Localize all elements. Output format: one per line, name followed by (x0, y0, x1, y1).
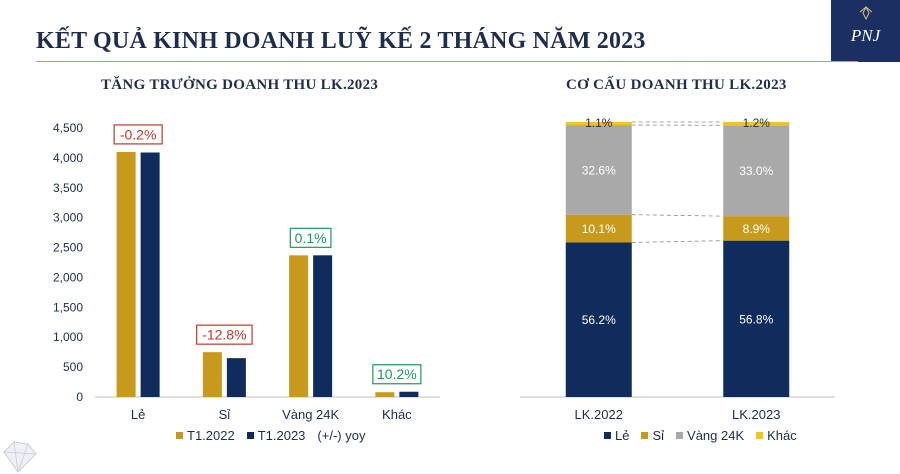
y-tick-label: 1,000 (53, 330, 83, 344)
bar-t2023 (140, 152, 160, 397)
legend-item-le: Lẻ (604, 428, 629, 443)
y-tick-label: 2,000 (53, 270, 83, 284)
legend-label: T1.2023 (257, 428, 306, 443)
yoy-label: -0.2% (120, 126, 157, 142)
yoy-label-box (196, 324, 253, 345)
y-tick-label: 500 (63, 360, 83, 374)
legend-label: Khác (767, 428, 797, 443)
segment-label: 32.6% (582, 163, 616, 177)
y-tick-label: 2,500 (53, 241, 83, 255)
segment-label: 1.2% (743, 116, 771, 130)
legend-item-vang24k: Vàng 24K (676, 428, 744, 443)
x-tick-label: LK.2023 (732, 407, 780, 422)
right-chart-title: CƠ CẤU DOANH THU LK.2023 (566, 77, 787, 93)
title-divider (36, 61, 858, 62)
series-connector-line (631, 214, 724, 217)
legend-swatch (604, 432, 611, 439)
x-tick-label: Sỉ (219, 407, 231, 422)
series-connector-line (631, 240, 724, 243)
segment-2 (565, 125, 632, 215)
segment-0 (723, 240, 790, 397)
segment-label: 1.1% (585, 116, 613, 130)
legend-swatch (756, 432, 764, 439)
pnj-emblem-icon (859, 6, 873, 20)
x-tick-label: Vàng 24K (282, 407, 339, 422)
x-tick-label: Lẻ (131, 407, 145, 422)
legend-label: (+/-) yoy (317, 428, 366, 443)
legend-label: Sỉ (652, 428, 665, 443)
y-tick-label: 4,000 (53, 151, 83, 165)
segment-3 (723, 122, 790, 126)
y-tick-label: 3,000 (53, 211, 83, 225)
legend-item-yoy: (+/-) yoy (317, 428, 365, 443)
left-chart-legend: T1.2022 T1.2023 (+/-) yoy (176, 428, 377, 443)
logo-text: PNJ (850, 26, 881, 45)
yoy-label: -12.8% (202, 327, 246, 343)
legend-label: Vàng 24K (687, 428, 745, 443)
diamond-decoration-icon (3, 441, 37, 473)
segment-label: 33.0% (739, 164, 773, 178)
bar-t2022 (289, 255, 309, 397)
legend-label: Lẻ (615, 428, 630, 443)
bar-t2022 (375, 392, 395, 397)
legend-swatch (641, 432, 649, 439)
legend-item-khac: Khác (756, 428, 797, 443)
bar-t2023 (399, 391, 419, 397)
right-chart-legend: Lẻ Sỉ Vàng 24K Khác (604, 428, 809, 443)
yoy-label-box (289, 227, 332, 248)
yoy-label: 0.1% (295, 230, 327, 246)
pnj-logo: PNJ (831, 0, 900, 62)
bar-t2023 (226, 358, 246, 397)
y-tick-label: 1,500 (53, 300, 83, 314)
yoy-label-box (372, 364, 422, 385)
segment-1 (565, 214, 632, 243)
left-chart-title: TĂNG TRƯỞNG DOANH THU LK.2023 (101, 77, 379, 93)
segment-label: 56.2% (582, 313, 616, 327)
yoy-label: 10.2% (377, 366, 417, 382)
segment-0 (565, 242, 632, 397)
y-tick-label: 4,500 (53, 121, 83, 135)
bar-t2022 (202, 352, 222, 397)
segment-2 (723, 125, 790, 217)
legend-item-t2023: T1.2023 (246, 428, 306, 443)
segment-1 (723, 216, 790, 241)
segment-label: 10.1% (582, 222, 616, 236)
segment-3 (565, 122, 632, 126)
bar-t2023 (313, 255, 333, 397)
legend-swatch (246, 432, 254, 439)
segment-label: 56.8% (739, 312, 773, 326)
y-tick-label: 3,500 (53, 181, 83, 195)
bar-t2022 (116, 151, 136, 397)
legend-label: T1.2022 (187, 428, 235, 443)
segment-label: 8.9% (743, 222, 771, 236)
y-tick-label: 0 (76, 390, 83, 404)
yoy-label-box (113, 124, 163, 145)
legend-swatch (176, 432, 183, 439)
legend-item-t2022: T1.2022 (176, 428, 235, 443)
x-tick-label: LK.2022 (575, 407, 623, 422)
legend-swatch (676, 432, 684, 439)
page-title: KẾT QUẢ KINH DOANH LUỸ KẾ 2 THÁNG NĂM 20… (36, 28, 646, 54)
x-tick-label: Khác (382, 407, 412, 422)
legend-item-si: Sỉ (641, 428, 664, 443)
